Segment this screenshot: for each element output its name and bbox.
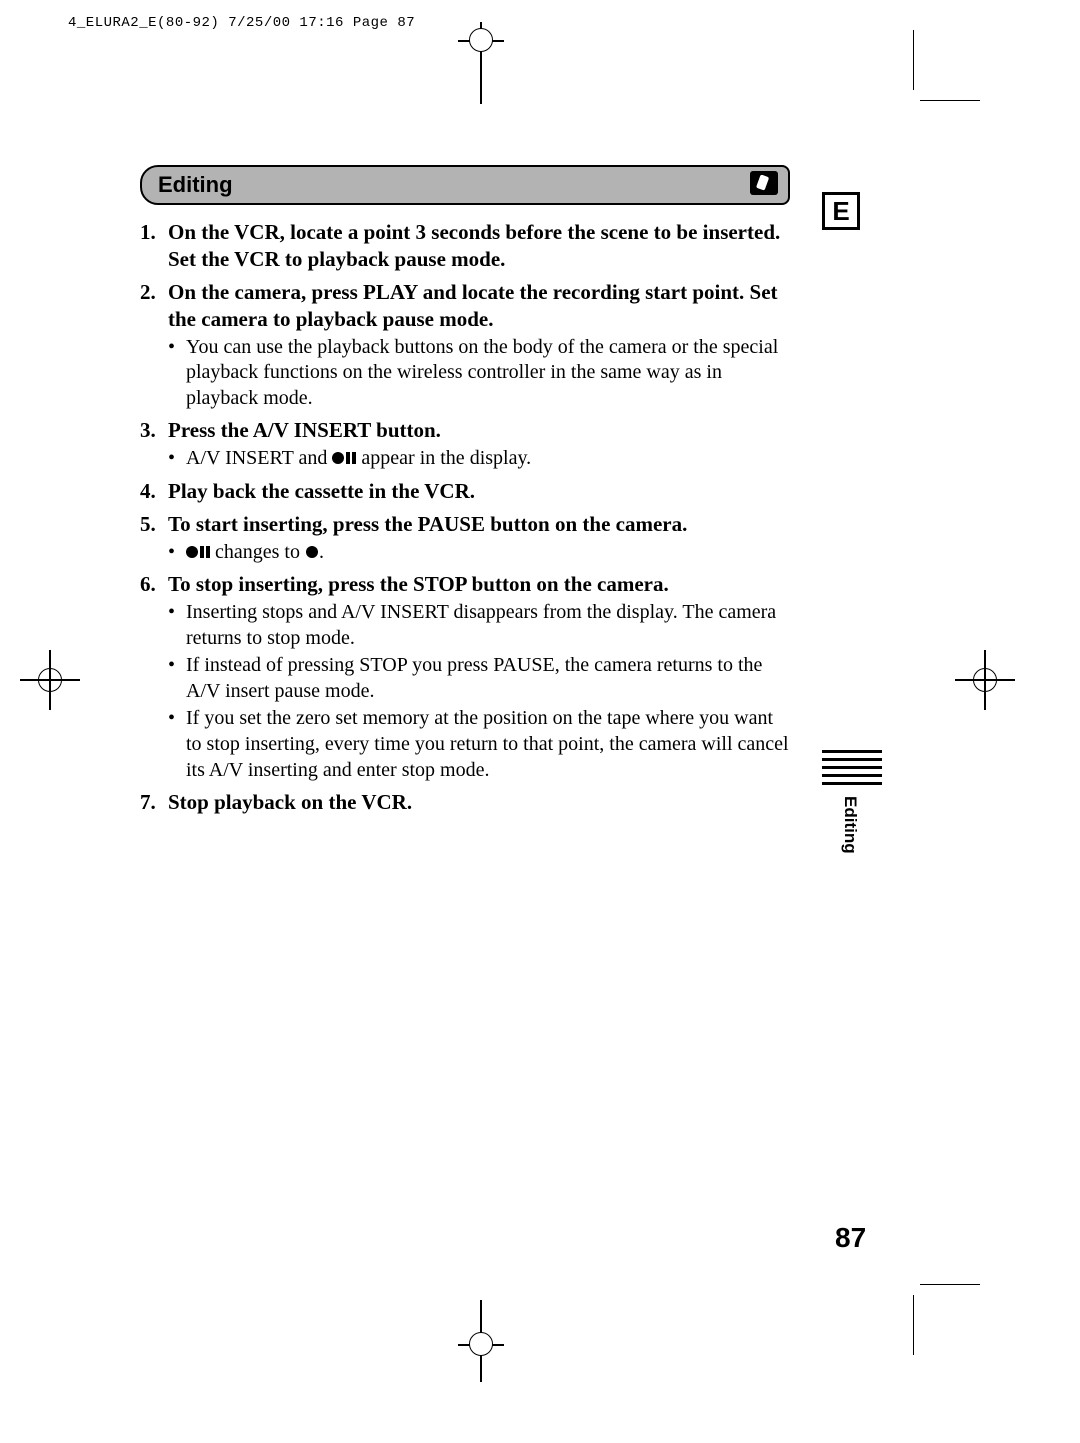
step-7-text: Stop playback on the VCR. [168,790,412,814]
steps-list: On the VCR, locate a point 3 seconds bef… [140,219,790,816]
step-1: On the VCR, locate a point 3 seconds bef… [140,219,790,273]
step-6-text: To stop inserting, press the STOP button… [168,572,669,596]
step-1-text: On the VCR, locate a point 3 seconds bef… [168,220,780,271]
step-5-bullet-text-b: changes to [210,541,305,563]
step-6: To stop inserting, press the STOP button… [140,571,790,783]
step-6-bullet-2: If instead of pressing STOP you press PA… [168,653,790,704]
step-6-bullet-1: Inserting stops and A/V INSERT disappear… [168,600,790,651]
page-content: Editing On the VCR, locate a point 3 sec… [140,165,790,822]
step-3-bullet-1: A/V INSERT and appear in the display. [168,446,790,472]
step-6-bullet-3: If you set the zero set memory at the po… [168,706,790,783]
step-5: To start inserting, press the PAUSE butt… [140,511,790,565]
trim-mark [920,100,980,101]
language-box: E [822,192,860,230]
crop-mark [469,1332,493,1356]
registration-mark-right [955,650,1015,710]
step-3-text: Press the A/V INSERT button. [168,418,441,442]
step-2-text: On the camera, press PLAY and locate the… [168,280,778,331]
registration-mark-left [20,650,80,710]
trim-mark [920,1284,980,1285]
step-2-bullet-1: You can use the playback buttons on the … [168,335,790,412]
crop-mark [469,28,493,52]
step-3: Press the A/V INSERT button. A/V INSERT … [140,417,790,471]
rec-pause-icon [186,545,210,559]
side-tab-label: Editing [840,796,860,854]
page-number: 87 [835,1222,866,1254]
rec-pause-icon [332,451,356,465]
remote-icon [750,171,778,195]
step-3-bullet-text-a: A/V INSERT and [186,447,332,469]
step-5-bullet-1: changes to . [168,540,790,566]
side-tab-lines [822,750,882,790]
step-2: On the camera, press PLAY and locate the… [140,279,790,412]
print-meta-header: 4_ELURA2_E(80-92) 7/25/00 17:16 Page 87 [68,15,415,31]
trim-mark [913,30,914,90]
section-title-bar: Editing [140,165,790,205]
trim-mark [913,1295,914,1355]
step-5-bullet-text-c: . [319,541,324,563]
step-4-text: Play back the cassette in the VCR. [168,479,475,503]
section-title: Editing [158,172,233,197]
rec-icon [305,545,319,559]
step-3-bullet-text-b: appear in the display. [356,447,531,469]
step-5-text: To start inserting, press the PAUSE butt… [168,512,687,536]
step-4: Play back the cassette in the VCR. [140,478,790,505]
step-7: Stop playback on the VCR. [140,789,790,816]
